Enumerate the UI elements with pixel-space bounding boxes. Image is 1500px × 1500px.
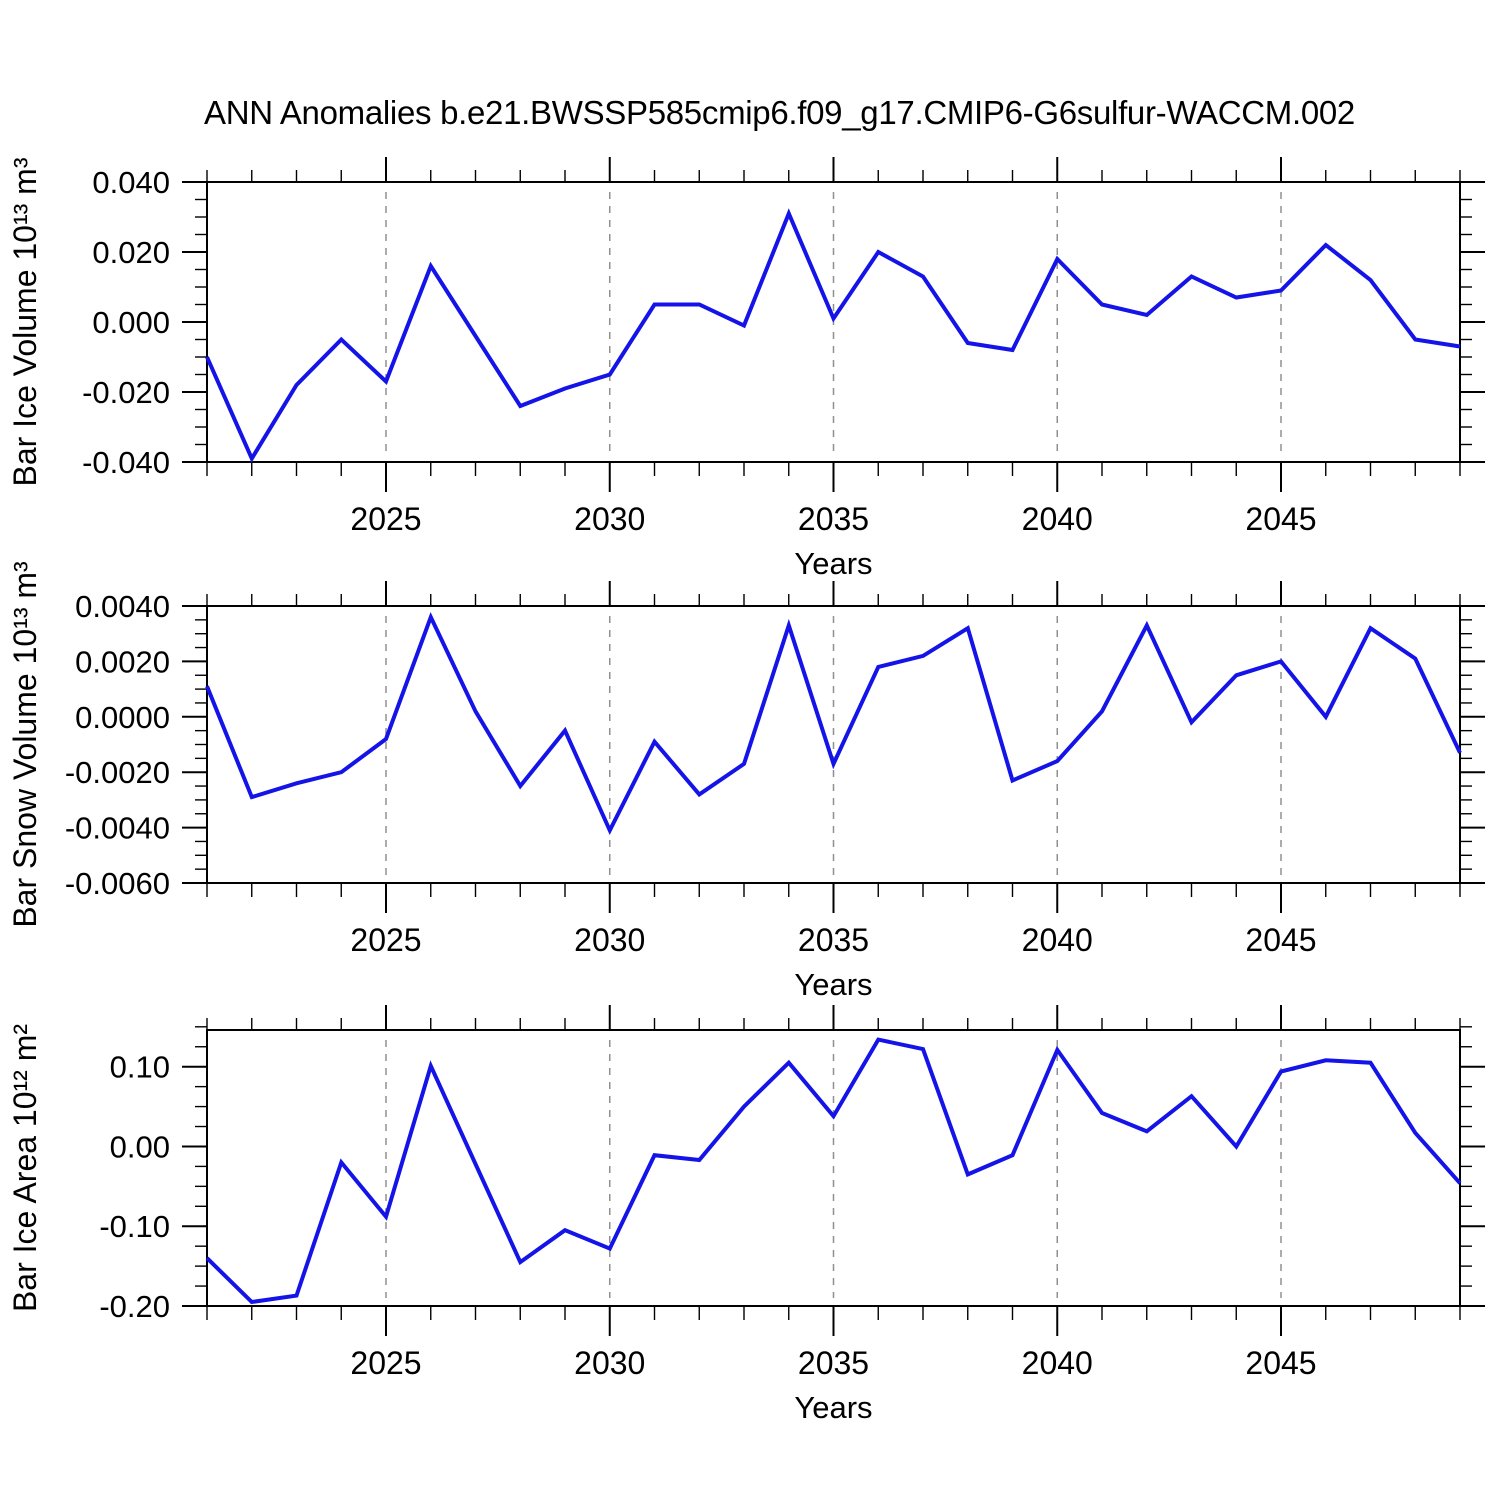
- y-tick-label: 0.020: [92, 235, 170, 270]
- y-tick-label: -0.040: [82, 445, 170, 480]
- snow-volume-line: [205, 611, 1462, 836]
- x-tick-label: 2030: [574, 922, 645, 958]
- x-tick-label: 2030: [574, 501, 645, 537]
- x-tick-label: 2045: [1245, 1345, 1316, 1381]
- x-tick-label: 2045: [1245, 501, 1316, 537]
- y-tick-label: 0.0020: [75, 644, 170, 679]
- x-tick-label: 2030: [574, 1345, 645, 1381]
- y-axis-label: Bar Ice Area 10¹² m²: [7, 1024, 43, 1312]
- panel-snow-volume: 0.0040 0.0020 0.0000 -0.0020 -0.0040 -0.0060 2…: [7, 561, 1485, 1002]
- y-tick-label: -0.20: [99, 1289, 170, 1324]
- y-tick-label: -0.10: [99, 1209, 170, 1244]
- y-tick-label: 0.00: [110, 1129, 170, 1164]
- x-tick-label: 2035: [798, 501, 869, 537]
- x-axis-label: Years: [794, 967, 872, 1002]
- y-tick-label: -0.020: [82, 375, 170, 410]
- x-tick-label: 2025: [350, 501, 421, 537]
- y-tick-label: -0.0040: [65, 811, 170, 846]
- y-tick-label: -0.0020: [65, 755, 170, 790]
- ice-volume-line: [205, 208, 1461, 463]
- ice-area-line: [205, 1037, 1462, 1305]
- x-tick-label: 2040: [1022, 1345, 1093, 1381]
- x-tick-label: 2025: [350, 1345, 421, 1381]
- panel-ice-volume: 0.040 0.020 0.000 -0.020 -0.040 2025 2030 2035 2…: [7, 157, 1485, 581]
- plot-frame: [206, 1029, 1461, 1307]
- y-tick-label: -0.0060: [65, 866, 170, 901]
- y-tick-label: 0.0040: [75, 589, 170, 624]
- y-axis-label: Bar Ice Volume 10¹³ m³: [7, 157, 43, 486]
- x-tick-label: 2035: [798, 922, 869, 958]
- y-tick-label: 0.040: [92, 165, 170, 200]
- x-tick-label: 2025: [350, 922, 421, 958]
- x-tick-label: 2035: [798, 1345, 869, 1381]
- y-tick-label: 0.0000: [75, 700, 170, 735]
- y-tick-label: 0.000: [92, 305, 170, 340]
- x-tick-label: 2040: [1022, 501, 1093, 537]
- chart-title: ANN Anomalies b.e21.BWSSP585cmip6.f09_g1…: [204, 94, 1355, 131]
- y-tick-label: 0.10: [110, 1050, 170, 1085]
- x-axis-label: Years: [794, 546, 872, 581]
- x-tick-label: 2040: [1022, 922, 1093, 958]
- y-axis-label: Bar Snow Volume 10¹³ m³: [7, 561, 43, 928]
- panel-ice-area: 0.10 0.00 -0.10 -0.20 2025 2030 2035 2040 2045 Ye…: [7, 1005, 1485, 1425]
- x-tick-label: 2045: [1245, 922, 1316, 958]
- plot-frame: [206, 181, 1461, 463]
- x-axis-label: Years: [794, 1390, 872, 1425]
- plot-frame: [206, 605, 1461, 884]
